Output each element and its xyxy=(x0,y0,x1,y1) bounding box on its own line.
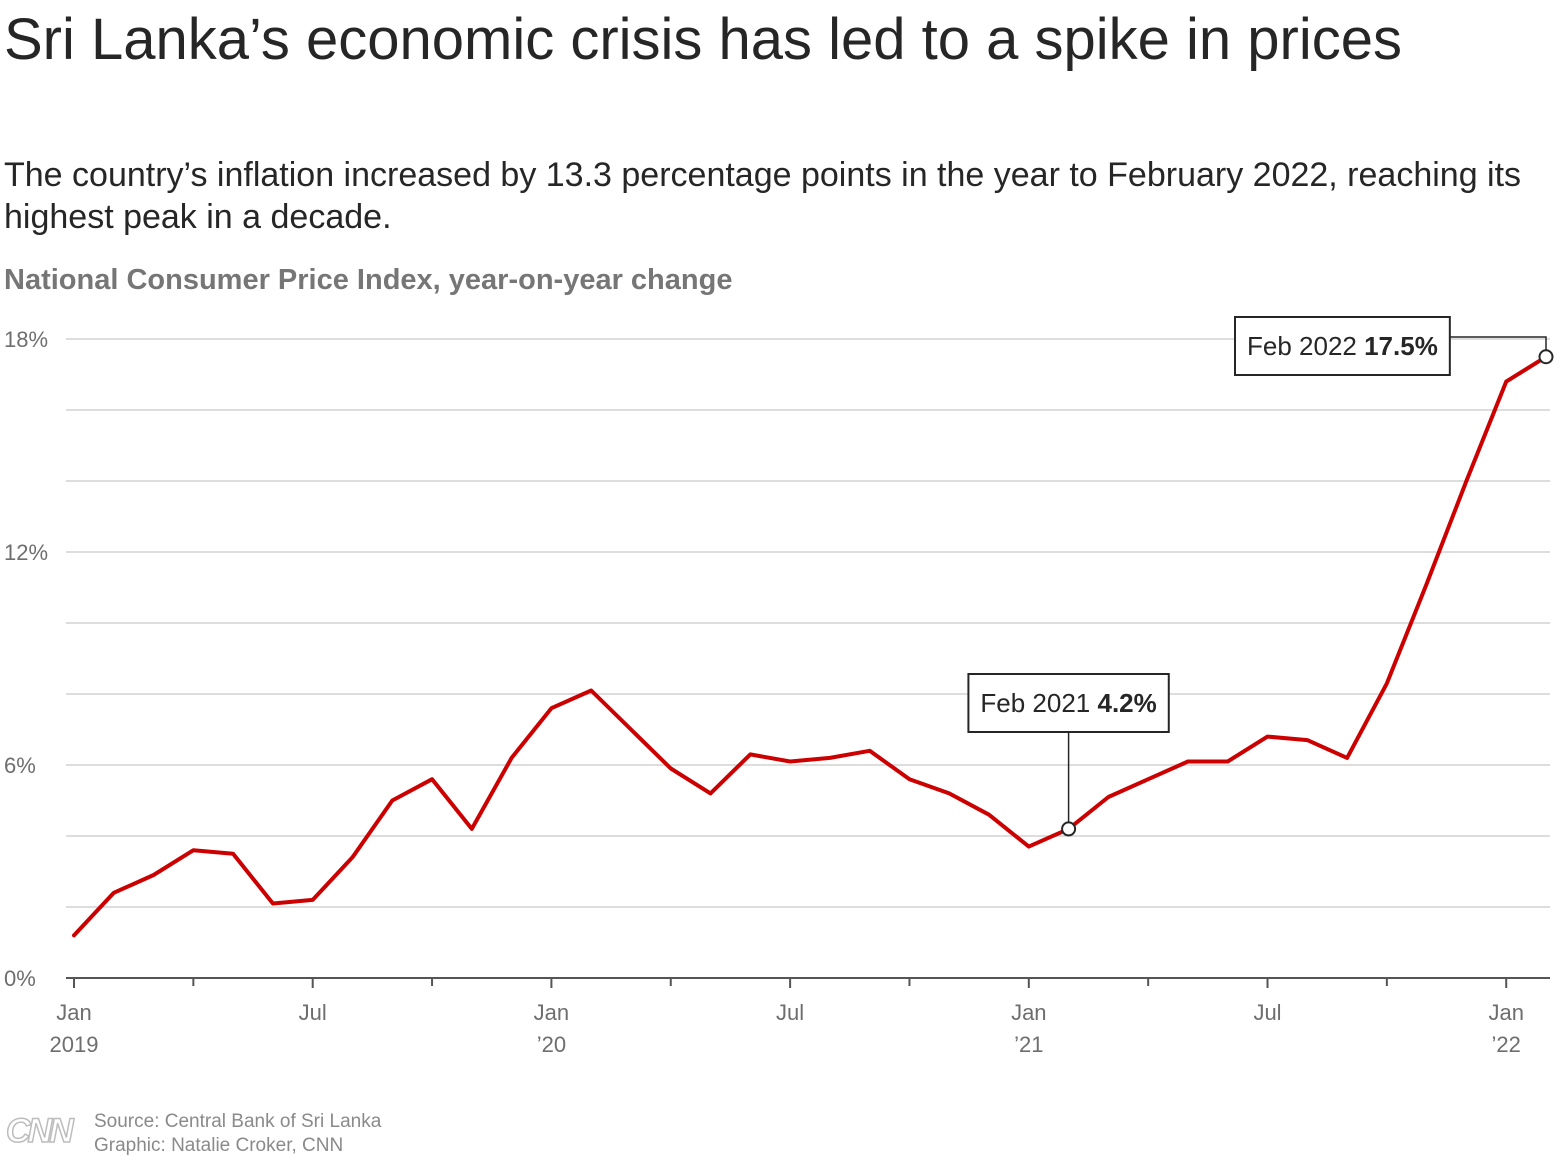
x-tick-label: Jan xyxy=(1488,1000,1523,1025)
annotations: Feb 2021 4.2% Feb 2022 17.5% xyxy=(967,316,1554,837)
y-tick-label: 18% xyxy=(4,327,48,352)
source-note: Source: Central Bank of Sri Lanka xyxy=(94,1111,382,1132)
callout-box xyxy=(1234,316,1451,376)
credit-note: Graphic: Natalie Croker, CNN xyxy=(94,1135,344,1156)
x-tick-sublabel: ’20 xyxy=(537,1032,566,1057)
callout-box xyxy=(967,673,1170,733)
callout-leader xyxy=(1449,336,1547,351)
chart-subtitle: The country’s inflation increased by 13.… xyxy=(4,156,1522,236)
callout-marker xyxy=(1538,349,1554,365)
axes: 0% 6% 12% 18% Jan 2019 Jul Jan ’20 Jul Jan ’21 Jul Ja… xyxy=(4,327,1550,1057)
chart-title: Sri Lanka’s economic crisis has led to a… xyxy=(4,7,1403,72)
x-tick-label: Jan xyxy=(534,1000,569,1025)
x-tick-label: Jul xyxy=(1253,1000,1281,1025)
callout: Feb 2022 17.5% xyxy=(1234,316,1554,376)
y-tick-label: 0% xyxy=(4,966,36,991)
y-tick-label: 12% xyxy=(4,540,48,565)
x-tick-sublabel: ’22 xyxy=(1492,1032,1521,1057)
x-tick-label: Jul xyxy=(299,1000,327,1025)
x-tick-sublabel: ’21 xyxy=(1014,1032,1043,1057)
x-tick-label: Jan xyxy=(56,1000,91,1025)
x-tick-label: Jan xyxy=(1011,1000,1046,1025)
x-tick-label: Jul xyxy=(776,1000,804,1025)
footer: Source: Central Bank of Sri Lanka Graphi… xyxy=(94,1110,381,1158)
callout: Feb 2021 4.2% xyxy=(967,673,1170,837)
x-tick-sublabel: 2019 xyxy=(50,1032,99,1057)
y-tick-label: 6% xyxy=(4,753,36,778)
series xyxy=(72,354,1548,938)
chart-series-label: National Consumer Price Index, year-on-y… xyxy=(4,264,733,296)
series-line xyxy=(72,354,1548,938)
callout-text: Feb 2021 4.2% xyxy=(980,688,1156,718)
callout-marker xyxy=(1061,821,1077,837)
grid-lines xyxy=(66,338,1550,908)
callout-text: Feb 2022 17.5% xyxy=(1247,331,1438,361)
cnn-logo: CNN xyxy=(5,1111,74,1151)
